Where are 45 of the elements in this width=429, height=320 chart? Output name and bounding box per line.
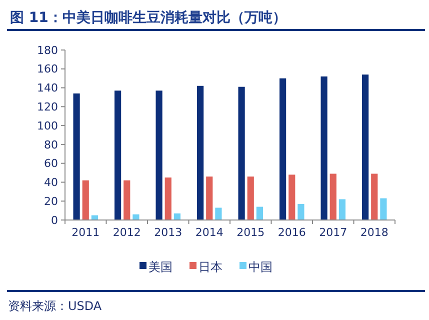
y-tick-label: 140	[37, 82, 58, 95]
x-tick-label: 2016	[278, 226, 306, 239]
x-tick-label: 2014	[195, 226, 224, 239]
legend-label: 美国	[148, 260, 172, 274]
bar	[124, 180, 130, 220]
y-tick-label: 20	[44, 194, 58, 208]
bar	[114, 90, 122, 220]
bar	[247, 176, 254, 220]
bar	[362, 74, 369, 220]
bar	[156, 90, 162, 220]
bar	[298, 204, 304, 220]
x-tick-label: 2012	[112, 226, 141, 239]
bar	[280, 78, 286, 220]
bar	[238, 86, 245, 220]
bar	[215, 208, 222, 220]
bar	[132, 214, 140, 220]
y-tick-label: 0	[51, 214, 58, 227]
bar	[338, 199, 346, 220]
bar	[380, 198, 387, 220]
legend-label: 日本	[198, 260, 222, 274]
x-tick-label: 2013	[154, 226, 182, 239]
bar	[197, 86, 204, 220]
bar	[330, 174, 336, 220]
bar	[256, 206, 263, 220]
y-tick-label: 60	[44, 157, 58, 170]
bar	[288, 174, 296, 220]
bar	[320, 76, 328, 220]
text: 资料来源：USDA	[8, 299, 102, 313]
bar	[371, 174, 378, 220]
y-tick-label: 80	[44, 138, 58, 152]
bar	[82, 180, 89, 220]
legend-label: 中国	[248, 260, 272, 274]
y-tick-label: 40	[44, 176, 58, 190]
bar	[73, 93, 80, 220]
y-tick-label: 180	[37, 44, 58, 57]
y-tick-label: 160	[37, 62, 58, 76]
x-tick-label: 2015	[236, 226, 265, 239]
x-tick-label: 2011	[72, 226, 100, 239]
y-tick-label: 100	[37, 119, 58, 132]
bar	[164, 178, 172, 220]
bar	[206, 176, 213, 220]
y-tick-label: 120	[37, 100, 58, 114]
x-tick-label: 2017	[319, 226, 348, 239]
chart-title: 图 11：中美日咖啡生豆消耗量对比（万吨）	[10, 9, 286, 26]
x-tick-label: 2018	[360, 226, 388, 239]
